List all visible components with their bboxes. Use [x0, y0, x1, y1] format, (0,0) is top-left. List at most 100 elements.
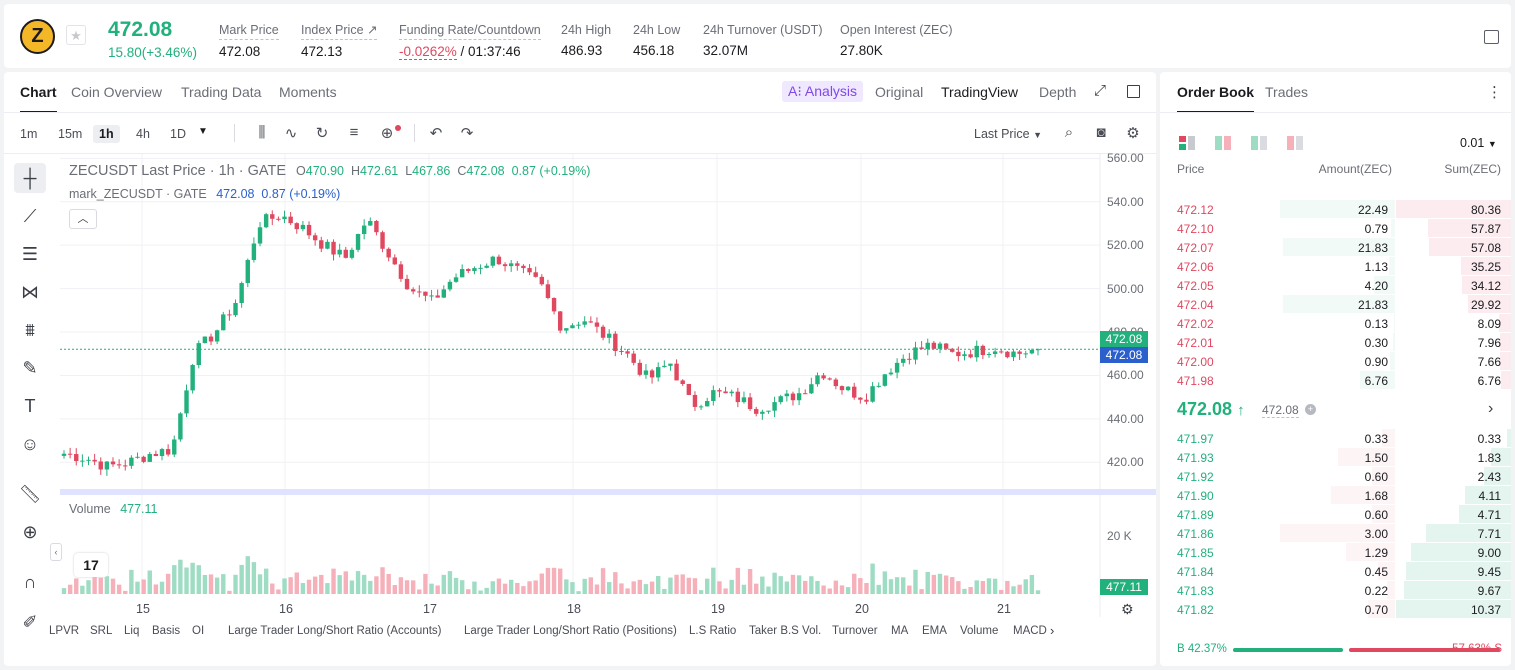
bid-row[interactable]: 471.90 1.68 4.11: [1160, 486, 1511, 505]
indicators-icon[interactable]: ∿: [284, 125, 298, 142]
ask-row[interactable]: 472.02 0.13 8.09: [1160, 314, 1511, 333]
mid-price[interactable]: 472.08 ↑: [1177, 399, 1245, 420]
chevron-right-icon[interactable]: ›: [1050, 623, 1055, 638]
ask-row[interactable]: 471.98 6.76 6.76: [1160, 371, 1511, 390]
stat-label[interactable]: Index Price ↗: [301, 22, 378, 40]
interval-1d[interactable]: 1D: [170, 127, 186, 141]
interval-1h[interactable]: 1h: [93, 125, 120, 143]
view-sell-only-icon[interactable]: [1287, 136, 1303, 150]
tab-trades[interactable]: Trades: [1265, 84, 1309, 100]
interval-1m[interactable]: 1m: [20, 127, 38, 141]
stat-label[interactable]: Mark Price: [219, 23, 279, 40]
horizontal-lines-icon[interactable]: ☰: [21, 243, 39, 264]
crosshair-icon[interactable]: ┼: [14, 163, 46, 193]
row-amount: 0.22: [1364, 584, 1388, 598]
ask-row[interactable]: 472.05 4.20 34.12: [1160, 276, 1511, 295]
fib-tool-icon[interactable]: ⩩: [25, 319, 35, 340]
camera-icon[interactable]: ◙: [1096, 124, 1106, 141]
funding-rate-value[interactable]: -0.0262%: [399, 44, 457, 60]
pattern-tool-icon[interactable]: ⋈: [21, 281, 39, 302]
chevron-left-icon[interactable]: ‹: [50, 543, 62, 561]
add-indicator-icon[interactable]: ⊕: [380, 125, 394, 142]
window-icon[interactable]: [1127, 85, 1140, 98]
bid-row[interactable]: 471.89 0.60 4.71: [1160, 505, 1511, 524]
bid-row[interactable]: 471.97 0.33 0.33: [1160, 429, 1511, 448]
stat-label[interactable]: Funding Rate/Countdown: [399, 23, 541, 40]
search-icon[interactable]: ⌕: [1064, 124, 1074, 141]
indicator-taker-b-s-vol-[interactable]: Taker B.S Vol.: [749, 625, 822, 637]
view-bids-icon[interactable]: [1215, 136, 1231, 150]
chevron-down-icon[interactable]: ▼: [198, 126, 208, 137]
brush-icon[interactable]: ✎: [22, 357, 38, 378]
indicator-srl[interactable]: SRL: [90, 625, 113, 637]
trend-line-icon[interactable]: ⟋: [23, 205, 37, 226]
bid-row[interactable]: 471.86 3.00 7.71: [1160, 524, 1511, 543]
candle-type-icon[interactable]: ⫼: [258, 124, 266, 141]
collapse-legend-button[interactable]: ︿: [69, 209, 97, 229]
replay-icon[interactable]: ↻: [315, 125, 329, 142]
emoji-icon[interactable]: ☺: [20, 433, 40, 454]
bid-row[interactable]: 471.84 0.45 9.45: [1160, 562, 1511, 581]
price-chart[interactable]: [4, 72, 1156, 666]
indicator-liq[interactable]: Liq: [124, 625, 140, 637]
ask-row[interactable]: 472.00 0.90 7.66: [1160, 352, 1511, 371]
expand-icon[interactable]: ⤢: [1094, 82, 1107, 99]
ruler-icon[interactable]: 📏︎: [18, 483, 42, 504]
view-original[interactable]: Original: [875, 84, 924, 100]
interval-4h[interactable]: 4h: [136, 127, 150, 141]
tab-moments[interactable]: Moments: [279, 84, 337, 100]
indicator-volume[interactable]: Volume: [960, 625, 999, 637]
text-tool-icon[interactable]: T: [24, 395, 36, 416]
redo-icon[interactable]: ↷: [460, 125, 474, 142]
bid-row[interactable]: 471.83 0.22 9.67: [1160, 581, 1511, 600]
indicator-basis[interactable]: Basis: [152, 625, 181, 637]
info-icon[interactable]: +: [1305, 404, 1316, 415]
indicator-oi[interactable]: OI: [192, 625, 205, 637]
volume-bar: [741, 584, 747, 594]
tab-coin-overview[interactable]: Coin Overview: [71, 84, 163, 100]
indicator-large-trader-long-short-ratio-accounts-[interactable]: Large Trader Long/Short Ratio (Accounts): [228, 625, 442, 637]
precision-select[interactable]: 0.01 ▼: [1460, 136, 1497, 150]
favorite-star-icon[interactable]: ★: [66, 25, 86, 45]
indicator-turnover[interactable]: Turnover: [832, 625, 878, 637]
view-both-icon[interactable]: [1179, 136, 1195, 150]
tab-trading-data[interactable]: Trading Data: [181, 84, 262, 100]
undo-icon[interactable]: ↶: [429, 125, 443, 142]
chart-settings-icon[interactable]: ⚙: [1121, 601, 1134, 617]
indicator-large-trader-long-short-ratio-positions-[interactable]: Large Trader Long/Short Ratio (Positions…: [464, 625, 677, 637]
tab-order-book[interactable]: Order Book: [1177, 84, 1255, 113]
bid-row[interactable]: 471.85 1.29 9.00: [1160, 543, 1511, 562]
pencil-lock-icon[interactable]: ✐: [22, 611, 38, 632]
ai-analysis-button[interactable]: A⁝ Analysis: [782, 81, 864, 102]
bid-row[interactable]: 471.92 0.60 2.43: [1160, 467, 1511, 486]
view-buy-only-icon[interactable]: [1251, 136, 1267, 150]
indicator-macd[interactable]: MACD: [1013, 625, 1047, 637]
ask-row[interactable]: 472.07 21.83 57.08: [1160, 238, 1511, 257]
ask-row[interactable]: 472.04 21.83 29.92: [1160, 295, 1511, 314]
indicator-lpvr[interactable]: LPVR: [49, 625, 80, 637]
tradingview-logo[interactable]: 17: [74, 553, 108, 577]
indicator-l-s-ratio[interactable]: L.S Ratio: [689, 625, 737, 637]
view-tradingview[interactable]: TradingView: [941, 84, 1019, 100]
interval-15m[interactable]: 15m: [58, 127, 83, 141]
indicator-ma[interactable]: MA: [891, 625, 909, 637]
book-icon[interactable]: [1484, 30, 1499, 44]
ask-row[interactable]: 472.01 0.30 7.96: [1160, 333, 1511, 352]
chevron-right-icon[interactable]: ›: [1488, 400, 1494, 417]
price-type-select[interactable]: Last Price ▼: [974, 127, 1042, 141]
volume-bar: [251, 562, 257, 594]
settings-gear-icon[interactable]: ⚙: [1126, 125, 1140, 142]
indicator-ema[interactable]: EMA: [922, 625, 947, 637]
zoom-in-icon[interactable]: ⊕: [22, 521, 38, 542]
ask-row[interactable]: 472.06 1.13 35.25: [1160, 257, 1511, 276]
bid-row[interactable]: 471.93 1.50 1.83: [1160, 448, 1511, 467]
ask-row[interactable]: 472.10 0.79 57.87: [1160, 219, 1511, 238]
view-depth[interactable]: Depth: [1039, 84, 1077, 100]
template-icon[interactable]: ≡: [349, 124, 359, 141]
mid-mark-price[interactable]: 472.08: [1262, 403, 1299, 418]
more-options-icon[interactable]: ⋮: [1487, 84, 1502, 101]
ask-row[interactable]: 472.12 22.49 80.36: [1160, 200, 1511, 219]
bid-row[interactable]: 471.82 0.70 10.37: [1160, 600, 1511, 619]
magnet-icon[interactable]: ∩: [23, 571, 37, 592]
volume-bar: [551, 567, 557, 594]
